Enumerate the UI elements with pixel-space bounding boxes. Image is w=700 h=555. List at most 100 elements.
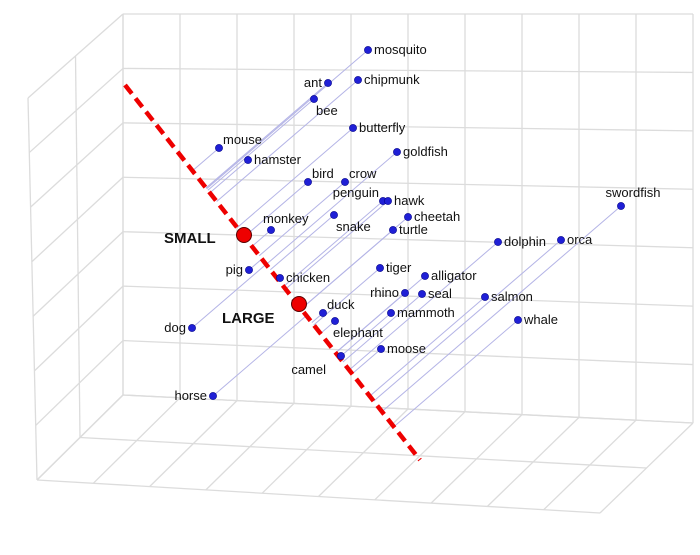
word-label: dog xyxy=(164,320,186,335)
word-point xyxy=(319,309,327,317)
projection-line xyxy=(216,79,359,202)
floor-gridline xyxy=(79,436,647,469)
projection-line xyxy=(206,49,369,190)
word-point xyxy=(617,202,625,210)
word-point xyxy=(188,324,196,332)
word-label: turtle xyxy=(399,222,428,237)
word-label: goldfish xyxy=(403,144,448,159)
projection-line xyxy=(191,263,267,329)
word-label: bee xyxy=(316,103,338,118)
projection-line xyxy=(270,214,335,271)
projection-lines xyxy=(191,49,622,428)
word-label: hamster xyxy=(254,152,302,167)
word-point xyxy=(267,226,275,234)
word-points: mosquito ant chipmunk bee butterfly mouse hams… xyxy=(164,42,660,403)
word-point xyxy=(310,95,318,103)
word-point xyxy=(481,293,489,301)
word-point xyxy=(209,392,217,400)
word-point xyxy=(337,352,345,360)
left-wall-gridline xyxy=(35,340,124,426)
word-point xyxy=(421,272,429,280)
word-label: tiger xyxy=(386,260,412,275)
word-point xyxy=(401,289,409,297)
word-label: monkey xyxy=(263,211,309,226)
word-point xyxy=(393,148,401,156)
word-label: pig xyxy=(226,262,243,277)
word-label: mammoth xyxy=(397,305,455,320)
word-point xyxy=(418,290,426,298)
floor-gridline xyxy=(122,394,694,424)
small-marker xyxy=(236,227,252,243)
word-label: butterfly xyxy=(359,120,406,135)
word-point xyxy=(389,226,397,234)
word-label: seal xyxy=(428,286,452,301)
word-point xyxy=(304,178,312,186)
word-point xyxy=(330,211,338,219)
projection-line xyxy=(285,200,389,290)
word-label: horse xyxy=(174,388,207,403)
word-point xyxy=(341,178,349,186)
projection-line xyxy=(207,98,315,191)
small-label: SMALL xyxy=(164,230,216,247)
projection-line xyxy=(209,159,249,194)
left-wall-gridline xyxy=(28,67,124,154)
word-point xyxy=(276,274,284,282)
word-label: swordfish xyxy=(606,185,661,200)
back-wall-gridline xyxy=(122,285,694,307)
word-point xyxy=(514,316,522,324)
left-wall-gridline xyxy=(32,231,124,317)
word-label: moose xyxy=(387,341,426,356)
back-wall-gridline xyxy=(122,339,694,366)
projection-line xyxy=(265,151,398,265)
projection-line xyxy=(335,292,406,354)
word-point xyxy=(354,76,362,84)
word-point xyxy=(331,317,339,325)
word-label: chipmunk xyxy=(364,72,420,87)
large-label: LARGE xyxy=(222,310,275,327)
projection-line xyxy=(192,147,220,172)
word-label: whale xyxy=(523,312,558,327)
word-point xyxy=(245,266,253,274)
projection-line xyxy=(258,181,346,257)
word-label: duck xyxy=(327,297,355,312)
left-wall-gridline xyxy=(74,55,81,438)
projection-line xyxy=(251,229,272,247)
projection-line xyxy=(348,241,499,371)
word-label: rhino xyxy=(370,285,399,300)
word-label: ant xyxy=(304,75,322,90)
word-point xyxy=(377,345,385,353)
word-point xyxy=(376,264,384,272)
word-label: hawk xyxy=(394,193,425,208)
projection-line xyxy=(236,127,354,228)
word-label: crow xyxy=(349,166,377,181)
projection-line xyxy=(342,293,423,363)
word-label: camel xyxy=(291,362,326,377)
back-wall-gridline xyxy=(122,231,694,249)
projection-line xyxy=(381,205,622,412)
word-point xyxy=(244,156,252,164)
back-wall-gridline xyxy=(122,67,694,74)
projection-line xyxy=(338,312,392,358)
projection-line xyxy=(212,315,307,397)
word-point xyxy=(349,124,357,132)
word-label: mouse xyxy=(223,132,262,147)
word-point xyxy=(494,238,502,246)
back-wall-gridline xyxy=(122,122,694,132)
word-point xyxy=(215,144,223,152)
size-axis-dashed-line xyxy=(123,83,422,462)
floor-gridline xyxy=(36,479,601,514)
left-wall-gridline xyxy=(27,97,38,481)
word-label: snake xyxy=(336,219,371,234)
word-label: chicken xyxy=(286,270,330,285)
word-label: orca xyxy=(567,232,593,247)
left-wall-gridline xyxy=(30,122,124,208)
left-wall-gridline xyxy=(27,13,124,99)
word-label: salmon xyxy=(491,289,533,304)
word-point xyxy=(364,46,372,54)
word-label: dolphin xyxy=(504,234,546,249)
projection-line xyxy=(300,229,394,310)
word-point xyxy=(387,309,395,317)
left-wall-gridline xyxy=(31,176,124,263)
